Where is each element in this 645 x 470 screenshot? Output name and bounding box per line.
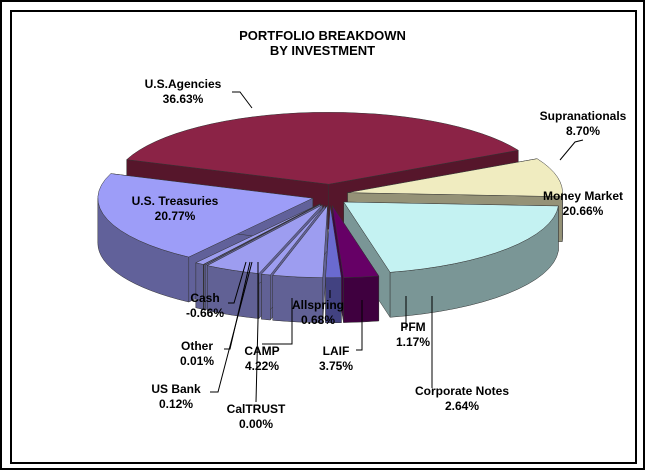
leader-line xyxy=(356,300,363,351)
value-label: 0.12% xyxy=(159,397,193,411)
value-label: 20.66% xyxy=(563,204,604,218)
slice-label: U.S. Treasuries xyxy=(132,194,219,208)
value-label: -0.66% xyxy=(186,306,224,320)
slice xyxy=(343,201,559,319)
slice-label: Other xyxy=(181,339,213,353)
slice-label: Corporate Notes xyxy=(415,384,509,398)
slice-label: U.S.Agencies xyxy=(145,77,222,91)
slice-wall xyxy=(261,273,271,321)
plot-border xyxy=(10,10,637,464)
value-label: 8.70% xyxy=(566,124,600,138)
slice-top xyxy=(126,111,519,185)
leader-line xyxy=(232,91,253,109)
slice-label: Allspring xyxy=(292,298,344,312)
slice-wall xyxy=(343,275,380,323)
slice-top xyxy=(205,203,321,266)
value-label: 36.63% xyxy=(163,92,204,106)
leader-line xyxy=(228,261,247,304)
slice-top xyxy=(272,204,328,278)
slice-top xyxy=(260,205,326,276)
leader-line xyxy=(210,261,253,393)
leader-line xyxy=(255,262,259,403)
slice xyxy=(272,204,328,323)
slice-label: Money Market xyxy=(543,189,623,203)
value-label: 0.00% xyxy=(239,417,273,431)
slice-label: CAMP xyxy=(244,344,279,358)
value-label: 0.68% xyxy=(301,313,335,327)
slice-top xyxy=(332,205,380,278)
value-label: 3.75% xyxy=(319,359,353,373)
slice-top xyxy=(195,203,321,265)
value-label: 1.17% xyxy=(396,335,430,349)
slice-top xyxy=(206,204,323,274)
slice-label: Cash xyxy=(190,291,219,305)
slice xyxy=(325,205,342,324)
slice-label: LAIF xyxy=(323,344,350,358)
leader-line xyxy=(559,139,584,161)
value-label: 20.77% xyxy=(155,209,196,223)
slice-label: US Bank xyxy=(151,382,201,396)
leader-line xyxy=(262,298,293,345)
value-label: 0.01% xyxy=(180,354,214,368)
leader-line xyxy=(224,261,251,350)
value-label: 4.22% xyxy=(245,359,279,373)
slice-label: PFM xyxy=(400,320,425,334)
slice-label: CalTRUST xyxy=(227,402,286,416)
slice-top xyxy=(97,173,314,258)
slice-label: Supranationals xyxy=(540,109,627,123)
slice-top xyxy=(343,201,559,273)
slice xyxy=(332,204,380,323)
value-label: 2.64% xyxy=(445,399,479,413)
chart-title: PORTFOLIO BREAKDOWN BY INVESTMENT xyxy=(239,28,406,58)
slice-top xyxy=(347,158,563,197)
slice-top xyxy=(325,205,342,279)
